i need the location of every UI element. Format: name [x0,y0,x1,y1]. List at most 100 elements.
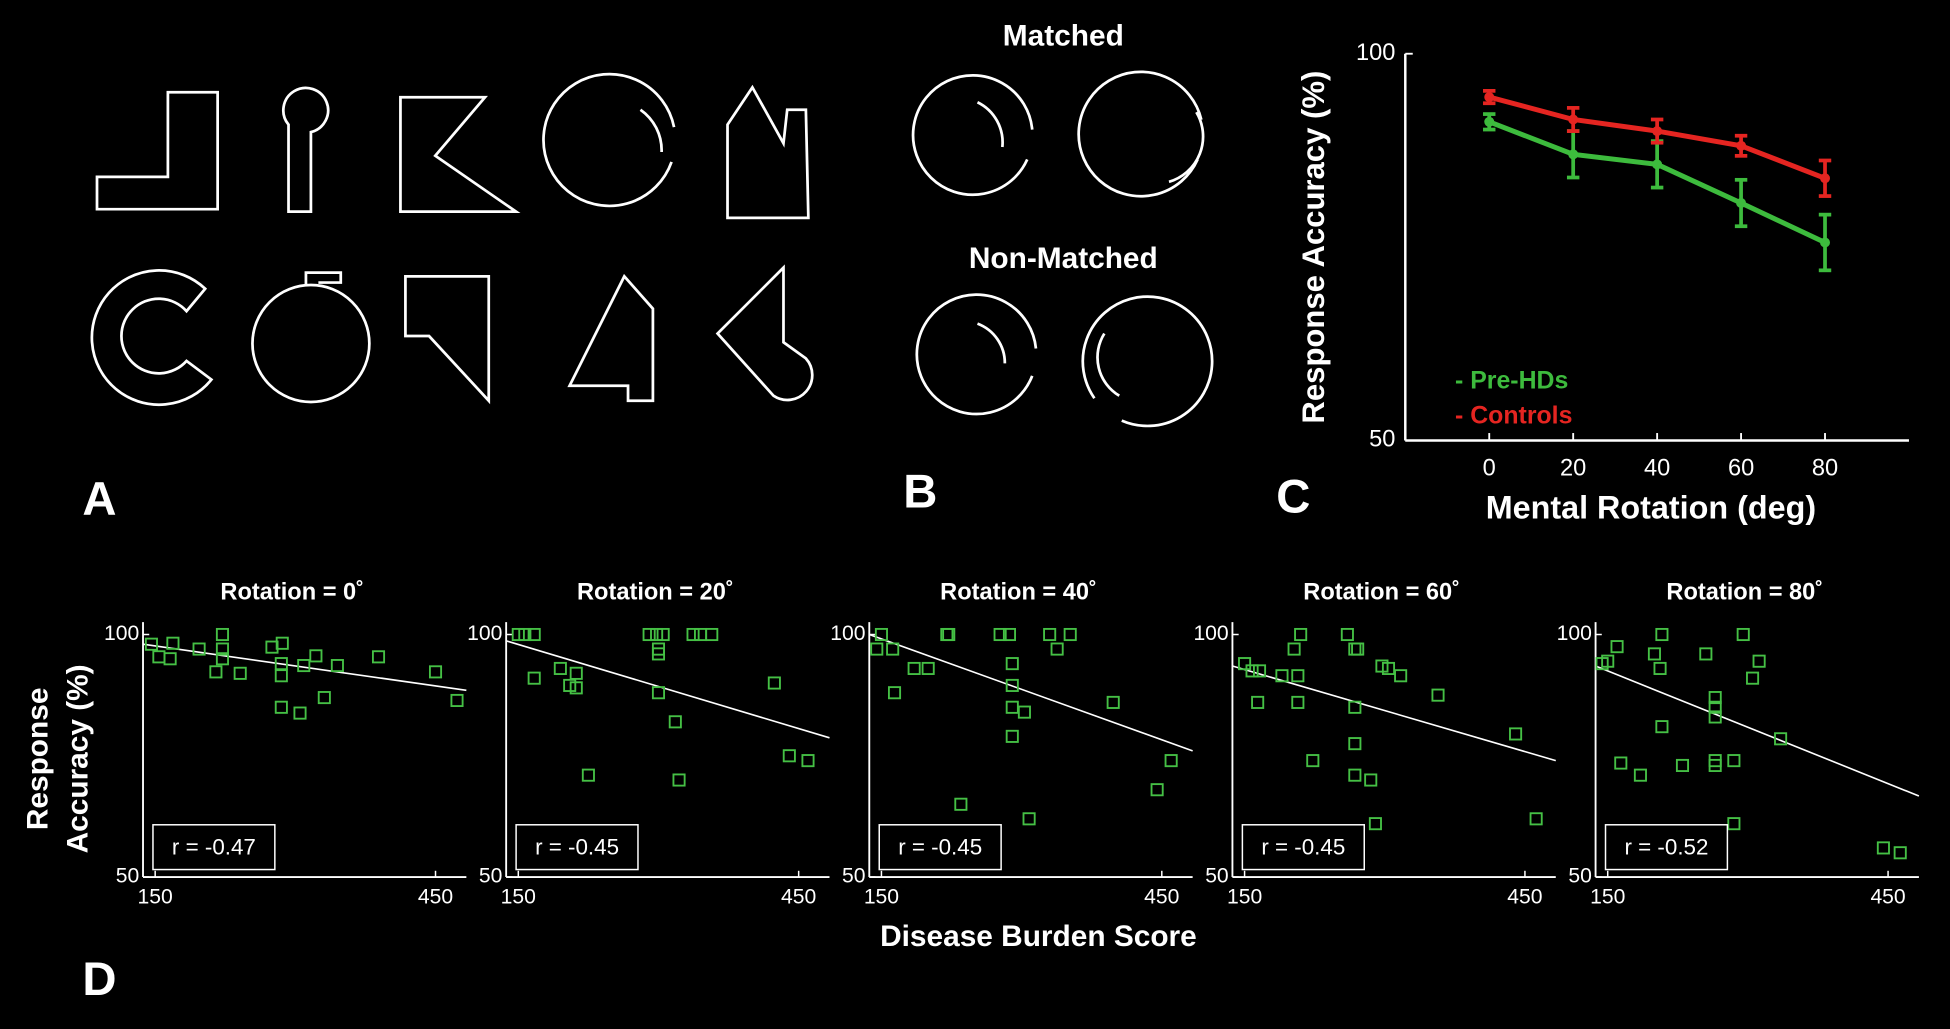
panel-label: B [903,466,937,519]
point [1752,654,1766,668]
point [1063,627,1077,642]
y-tick-label: 100 [1193,622,1228,645]
point [1050,642,1064,656]
point [1876,841,1890,855]
point [1164,754,1178,768]
point [1736,627,1750,642]
subplot-title: Rotation = 80˚ [1666,580,1823,606]
subplot-title: Rotation = 40˚ [940,580,1097,606]
point [563,678,577,692]
point [921,661,935,675]
point [1614,756,1628,770]
r-label: r = -0.52 [1624,834,1708,859]
y-tick-label: 50 [842,865,866,888]
point [1251,695,1265,709]
r-box [1604,824,1729,871]
point [1893,846,1907,860]
point [166,636,180,650]
y-axis-label: Response Accuracy (%) [1296,71,1331,424]
point [274,700,288,714]
subplot-title: Rotation = 20˚ [577,580,734,606]
x-tick-label: 450 [781,886,816,909]
point [1820,237,1830,248]
shape [976,101,1004,148]
point [907,661,921,675]
y-tick-label: 50 [1205,865,1229,888]
point [569,666,583,680]
point [1364,773,1378,787]
r-box [152,824,276,871]
point [163,652,177,666]
shape [1096,332,1120,397]
point [1348,700,1362,714]
point [450,693,464,708]
point [518,627,532,642]
x-axis-label: Mental Rotation (deg) [1486,490,1816,526]
point [371,650,386,664]
point [1633,768,1647,782]
point [1340,627,1354,642]
point [1348,737,1362,751]
point [1601,654,1615,668]
point [887,686,902,700]
point [1351,642,1365,656]
x-tick-label: 80 [1812,455,1838,481]
shape [95,90,220,211]
shape [639,108,663,153]
shape [1077,70,1203,198]
point [1294,627,1308,642]
y-tick-label: 50 [1369,427,1395,453]
shape [715,264,814,402]
x-tick-label: 450 [1870,886,1905,909]
point [1238,657,1252,671]
point [1381,661,1396,675]
point [1022,812,1036,826]
point [1005,657,1019,671]
point [1746,671,1760,685]
x-tick-label: 60 [1728,455,1754,481]
r-label: r = -0.45 [898,834,982,859]
point [553,661,567,675]
point [1509,727,1523,741]
point [1699,647,1713,661]
r-label: r = -0.45 [1261,834,1345,859]
point [1568,149,1579,160]
point [1652,126,1663,137]
point [1736,140,1747,151]
point [942,627,956,642]
shape [1168,111,1205,184]
point [1106,695,1120,709]
y-tick-label: 50 [116,865,140,888]
point [705,627,719,642]
point [1017,705,1031,719]
point [1253,664,1267,678]
point [1291,695,1305,709]
fit-line [1595,665,1920,797]
point [801,754,815,768]
y-tick-label: 100 [104,622,139,645]
point [1002,627,1016,642]
matched-label: Matched [1003,19,1124,52]
shape [281,86,330,214]
point [215,642,229,656]
shape [726,84,810,220]
y-tick-label: 100 [1356,40,1395,66]
point [215,652,229,666]
point [767,676,781,690]
point [1774,732,1788,746]
point [993,627,1007,642]
point [874,627,888,642]
x-tick-label: 150 [864,886,899,909]
subplot-title: Rotation = 0˚ [220,580,364,606]
non-matched-label: Non-Matched [969,242,1158,275]
point [1610,640,1624,654]
point [642,627,656,642]
point [1150,783,1164,797]
point [581,768,595,782]
y-tick-label: 50 [479,865,503,888]
shape [542,72,676,208]
shape [915,293,1038,416]
point [1484,116,1495,127]
x-tick-label: 450 [1507,886,1542,909]
